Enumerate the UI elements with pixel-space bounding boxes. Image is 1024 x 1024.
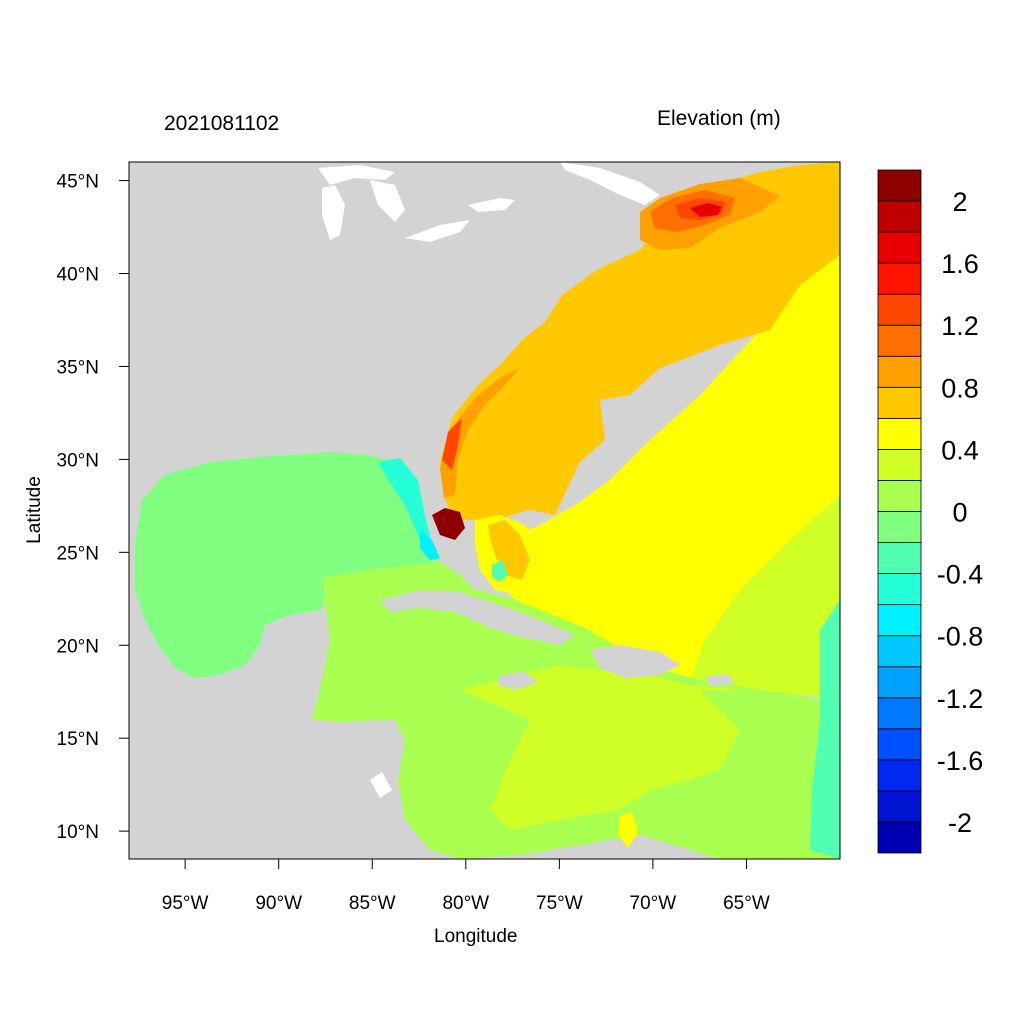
- colorbar-swatch: [877, 759, 922, 792]
- colorbar-swatch: [877, 604, 922, 637]
- x-tick-label: 70°W: [630, 893, 677, 914]
- atlantic-deepred-gom: [690, 203, 722, 217]
- y-tick-label: 15°N: [57, 729, 99, 750]
- colorbar-swatch: [877, 635, 922, 668]
- puerto-rico: [706, 674, 734, 686]
- gulf-cyan-wfl: [378, 458, 432, 545]
- lake-superior: [318, 165, 395, 185]
- atlantic-yellow: [495, 162, 840, 700]
- plot-frame: [128, 161, 841, 860]
- colorbar: [877, 169, 922, 854]
- caribbean-yellowgreen: [460, 665, 760, 830]
- colorbar-swatch: [877, 231, 922, 264]
- y-tick-label: 20°N: [57, 636, 99, 657]
- colorbar-swatch: [877, 324, 922, 357]
- colorbar-swatch: [877, 355, 922, 388]
- cuba: [380, 590, 575, 645]
- x-tick-label: 75°W: [536, 893, 583, 914]
- colorbar-swatch: [877, 821, 922, 854]
- colorbar-swatch: [877, 666, 922, 699]
- colorbar-swatch: [877, 480, 922, 512]
- colorbar-swatch: [877, 293, 922, 326]
- colorbar-swatch: [877, 262, 922, 295]
- map-plot: [129, 162, 840, 859]
- colorbar-swatch: [877, 417, 922, 450]
- lake-nicaragua: [370, 772, 392, 798]
- colorbar-tick-label: 0.8: [941, 373, 979, 403]
- gulf-stlawrence: [560, 162, 660, 205]
- y-tick-label: 25°N: [57, 543, 99, 564]
- colorbar-tick-label: -1.2: [937, 684, 984, 714]
- colorbar-swatch: [877, 542, 922, 574]
- colorbar-tick-label: -2: [948, 808, 972, 838]
- gulf-of-mexico: [135, 452, 442, 678]
- lake-huron: [370, 180, 405, 222]
- caribbean-east-cyan: [810, 600, 840, 859]
- colorbar-tick-label: 0.4: [941, 435, 979, 465]
- colorbar-swatch: [877, 449, 922, 481]
- colorbar-swatch: [877, 790, 922, 823]
- x-tick-label: 95°W: [162, 893, 209, 914]
- y-tick-label: 35°N: [57, 357, 99, 378]
- y-tick-label: 40°N: [57, 265, 99, 286]
- x-axis-ticks: 95°W 90°W 85°W 80°W 75°W 70°W 65°W: [162, 859, 770, 914]
- colorbar-tick-label: -1.6: [937, 746, 984, 776]
- colorbar-swatch: [877, 573, 922, 606]
- lake-ontario: [468, 198, 515, 212]
- jamaica: [498, 672, 538, 690]
- colorbar-tick-label: 1.6: [941, 249, 979, 279]
- x-tick-label: 85°W: [349, 893, 396, 914]
- colorbar-swatch: [877, 386, 922, 419]
- caribbean-south-green: [700, 690, 820, 820]
- lake-maracaibo: [618, 812, 638, 848]
- colorbar-swatch: [877, 200, 922, 233]
- variable-title: Elevation (m): [657, 107, 781, 130]
- y-axis-label: Latitude: [24, 476, 45, 544]
- gulf-cyan-sfl: [420, 530, 440, 560]
- colorbar-swatch: [877, 511, 922, 543]
- bahamas-cyan: [492, 560, 508, 582]
- colorbar-labels: 2 1.6 1.2 0.8 0.4 0 -0.4 -0.8 -1.2 -1.6 -2: [937, 187, 984, 838]
- atlantic-red-carolina: [442, 418, 462, 470]
- colorbar-tick-label: 1.2: [941, 311, 979, 341]
- x-tick-label: 80°W: [442, 893, 489, 914]
- timestamp-title: 2021081102: [164, 112, 280, 135]
- x-tick-label: 65°W: [723, 893, 770, 914]
- y-axis-ticks: 45°N 40°N 35°N 30°N 25°N 20°N 15°N 10°N: [57, 172, 129, 843]
- atlantic-yellowgreen-east: [690, 495, 840, 700]
- y-tick-label: 30°N: [57, 450, 99, 471]
- y-tick-label: 10°N: [57, 822, 99, 843]
- hispaniola: [590, 645, 680, 678]
- colorbar-tick-label: -0.4: [937, 560, 984, 590]
- x-tick-label: 90°W: [255, 893, 302, 914]
- lake-erie: [405, 220, 470, 242]
- x-axis-label: Longitude: [434, 926, 518, 947]
- colorbar-swatch: [877, 728, 922, 761]
- colorbar-tick-label: 2: [952, 187, 967, 217]
- colorbar-swatch: [877, 697, 922, 730]
- bahamas-orange: [488, 520, 530, 580]
- florida-hotspot: [432, 508, 465, 540]
- lake-michigan: [322, 185, 345, 240]
- colorbar-tick-label: 0: [952, 498, 967, 528]
- y-tick-label: 45°N: [57, 172, 99, 193]
- colorbar-swatch: [877, 169, 922, 202]
- colorbar-tick-label: -0.8: [937, 622, 984, 652]
- atlantic-orange: [440, 162, 840, 520]
